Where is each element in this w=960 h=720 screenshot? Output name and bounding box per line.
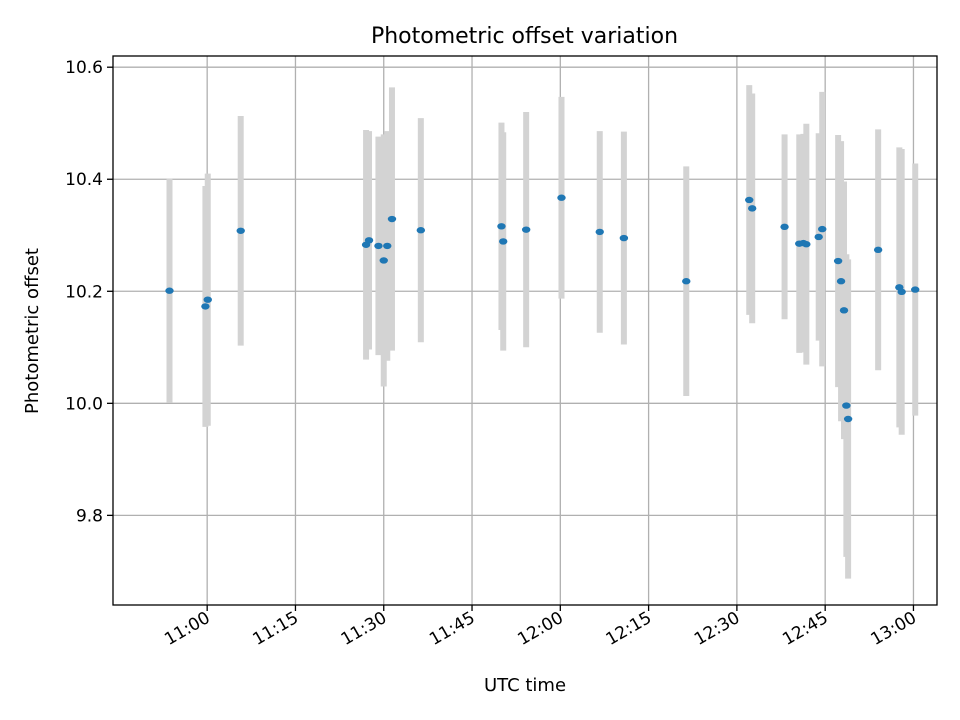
data-point (499, 238, 508, 245)
data-point (595, 228, 604, 236)
data-point (814, 233, 823, 241)
y-axis-ticks: 9.8 10.0 10.2 10.4 10.6 (65, 58, 113, 526)
data-point (201, 303, 210, 310)
data-point (374, 242, 383, 250)
data-point (747, 205, 757, 212)
data-point (911, 286, 920, 293)
data-point (843, 415, 853, 423)
y-tick-label: 10.0 (65, 394, 103, 414)
data-point (897, 288, 906, 296)
data-point (203, 296, 212, 303)
data-point (839, 307, 849, 314)
data-point (165, 287, 174, 294)
data-point (780, 223, 789, 231)
data-point (416, 227, 426, 234)
y-tick-label: 10.4 (65, 170, 103, 190)
x-axis-label: UTC time (484, 675, 566, 696)
y-tick-label: 10.2 (65, 282, 103, 302)
data-point (379, 257, 388, 264)
data-point (802, 241, 811, 248)
y-tick-label: 9.8 (76, 506, 103, 526)
data-point (387, 215, 397, 223)
data-point (557, 194, 566, 201)
plot-frame (112, 55, 938, 606)
chart-title: Photometric offset variation (371, 24, 678, 49)
y-axis-label: Photometric offset (22, 248, 43, 414)
data-point (682, 278, 691, 285)
data-points (165, 194, 920, 423)
data-point (619, 234, 629, 242)
y-tick-label: 10.6 (65, 58, 103, 78)
data-point (873, 246, 883, 254)
data-point (236, 227, 245, 234)
data-point (364, 237, 374, 244)
data-point (836, 278, 846, 285)
data-point (383, 242, 392, 250)
data-point (842, 402, 851, 409)
data-point (521, 226, 531, 233)
data-point (497, 223, 506, 230)
data-point (818, 225, 827, 233)
data-point (745, 196, 754, 204)
data-point (833, 257, 843, 265)
